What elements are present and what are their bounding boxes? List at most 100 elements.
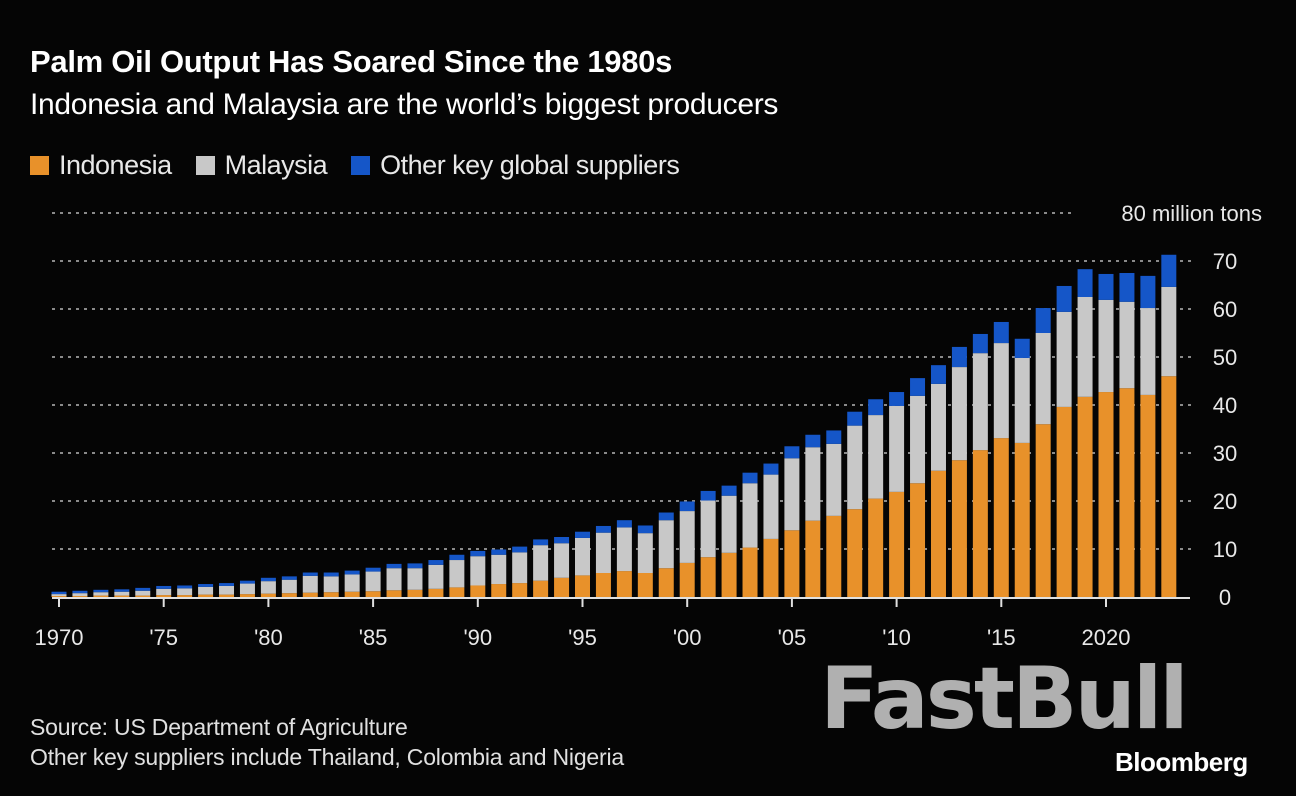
- bar-segment-indonesia: [1161, 376, 1177, 597]
- bar-segment-other: [679, 501, 695, 512]
- bar-segment-malaysia: [700, 500, 716, 558]
- bar-segment-malaysia: [763, 474, 779, 539]
- legend-item-other: Other key global suppliers: [351, 150, 680, 181]
- bar-segment-indonesia: [784, 530, 800, 597]
- bar-segment-malaysia: [1140, 308, 1156, 395]
- bar-segment-malaysia: [1098, 299, 1114, 393]
- bar-segment-other: [637, 525, 653, 534]
- bar-segment-other: [805, 434, 821, 448]
- bar-segment-other: [135, 587, 151, 591]
- x-tick-label: '80: [254, 625, 283, 650]
- bar-segment-other: [323, 572, 339, 577]
- bar-segment-other: [826, 430, 842, 444]
- bar-segment-other: [198, 584, 214, 587]
- bar-segment-malaysia: [868, 415, 884, 499]
- bar-segment-indonesia: [281, 593, 297, 597]
- bar-segment-indonesia: [323, 592, 339, 597]
- bar-segment-indonesia: [239, 594, 255, 597]
- bar-segment-indonesia: [1140, 394, 1156, 597]
- bar-segment-indonesia: [72, 596, 88, 597]
- bar-segment-indonesia: [1035, 424, 1051, 597]
- bar-segment-other: [302, 572, 318, 576]
- bar-segment-other: [72, 590, 88, 594]
- bar-segment-indonesia: [972, 450, 988, 597]
- bar-segment-other: [407, 563, 423, 569]
- legend-item-malaysia: Malaysia: [195, 150, 328, 181]
- bar-segment-indonesia: [637, 573, 653, 597]
- legend: Indonesia Malaysia Other key global supp…: [30, 150, 680, 181]
- bar-segment-indonesia: [1098, 392, 1114, 597]
- y-axis-unit-label: 80 million tons: [1121, 201, 1262, 226]
- bar-segment-malaysia: [847, 425, 863, 510]
- y-tick-label: 30: [1213, 441, 1237, 466]
- chart-subtitle: Indonesia and Malaysia are the world’s b…: [30, 88, 779, 121]
- bar-segment-indonesia: [114, 595, 130, 597]
- bar-segment-indonesia: [177, 595, 193, 597]
- bar-segment-malaysia: [742, 483, 758, 548]
- bar-segment-other: [784, 446, 800, 459]
- bar-segment-malaysia: [156, 588, 172, 596]
- bar-segment-indonesia: [679, 562, 695, 597]
- bar-segment-malaysia: [1077, 297, 1093, 397]
- bar-segment-other: [219, 583, 235, 586]
- bar-segment-malaysia: [910, 395, 926, 484]
- bar-segment-malaysia: [826, 443, 842, 516]
- bar-segment-indonesia: [302, 592, 318, 597]
- bar-segment-malaysia: [219, 585, 235, 595]
- bar-segment-malaysia: [407, 568, 423, 590]
- bar-segment-other: [260, 577, 276, 582]
- x-tick-label: 2020: [1082, 625, 1131, 650]
- bar-segment-indonesia: [51, 596, 67, 597]
- bar-segment-malaysia: [1161, 286, 1177, 377]
- bar-segment-other: [281, 576, 297, 580]
- bar-segment-other: [763, 463, 779, 475]
- bar-segment-indonesia: [658, 568, 674, 597]
- x-tick-label: '75: [149, 625, 178, 650]
- bar-segment-malaysia: [993, 343, 1009, 439]
- y-tick-label: 20: [1213, 489, 1237, 514]
- bar-segment-malaysia: [533, 545, 549, 581]
- bar-segment-other: [616, 520, 632, 528]
- bar-segment-other: [512, 546, 528, 553]
- bar-segment-malaysia: [658, 520, 674, 569]
- bar-segment-indonesia: [930, 470, 946, 597]
- bar-segment-malaysia: [616, 527, 632, 572]
- bar-segment-other: [700, 490, 716, 501]
- bar-segment-malaysia: [177, 588, 193, 596]
- bar-segment-other: [177, 585, 193, 589]
- bar-segment-malaysia: [449, 560, 465, 588]
- bar-segment-indonesia: [868, 498, 884, 597]
- source-note: Source: US Department of Agriculture: [30, 714, 408, 740]
- bar-segment-malaysia: [323, 576, 339, 593]
- bar-segment-indonesia: [616, 571, 632, 597]
- bar-segment-indonesia: [951, 460, 967, 597]
- bar-segment-other: [658, 512, 674, 521]
- bar-segment-malaysia: [930, 383, 946, 471]
- bar-segment-indonesia: [386, 590, 402, 597]
- bar-segment-other: [533, 539, 549, 546]
- bar-segment-other: [1077, 269, 1093, 297]
- bar-segment-malaysia: [575, 537, 590, 576]
- bar-segment-malaysia: [805, 447, 821, 521]
- bar-segment-other: [365, 567, 381, 572]
- fastbull-watermark-logo: FastBull: [820, 649, 1189, 749]
- legend-label: Indonesia: [59, 150, 172, 180]
- bar-segment-malaysia: [198, 586, 214, 595]
- bar-segment-malaysia: [1035, 333, 1051, 425]
- bar-segment-malaysia: [135, 590, 151, 596]
- bar-segment-other: [1056, 285, 1072, 312]
- bar-segment-malaysia: [114, 591, 130, 596]
- bar-segment-malaysia: [595, 532, 611, 573]
- bar-segment-malaysia: [679, 511, 695, 563]
- y-tick-label: 60: [1213, 297, 1237, 322]
- bar-segment-other: [595, 525, 611, 533]
- y-tick-label: 40: [1213, 393, 1237, 418]
- bar-segment-indonesia: [1014, 442, 1030, 597]
- bar-segment-other: [1161, 254, 1177, 287]
- bar-segment-indonesia: [805, 520, 821, 597]
- y-tick-label: 10: [1213, 537, 1237, 562]
- x-tick-label: '00: [673, 625, 702, 650]
- bar-segment-other: [868, 399, 884, 416]
- bar-segment-malaysia: [281, 579, 297, 594]
- bar-segment-indonesia: [721, 552, 737, 597]
